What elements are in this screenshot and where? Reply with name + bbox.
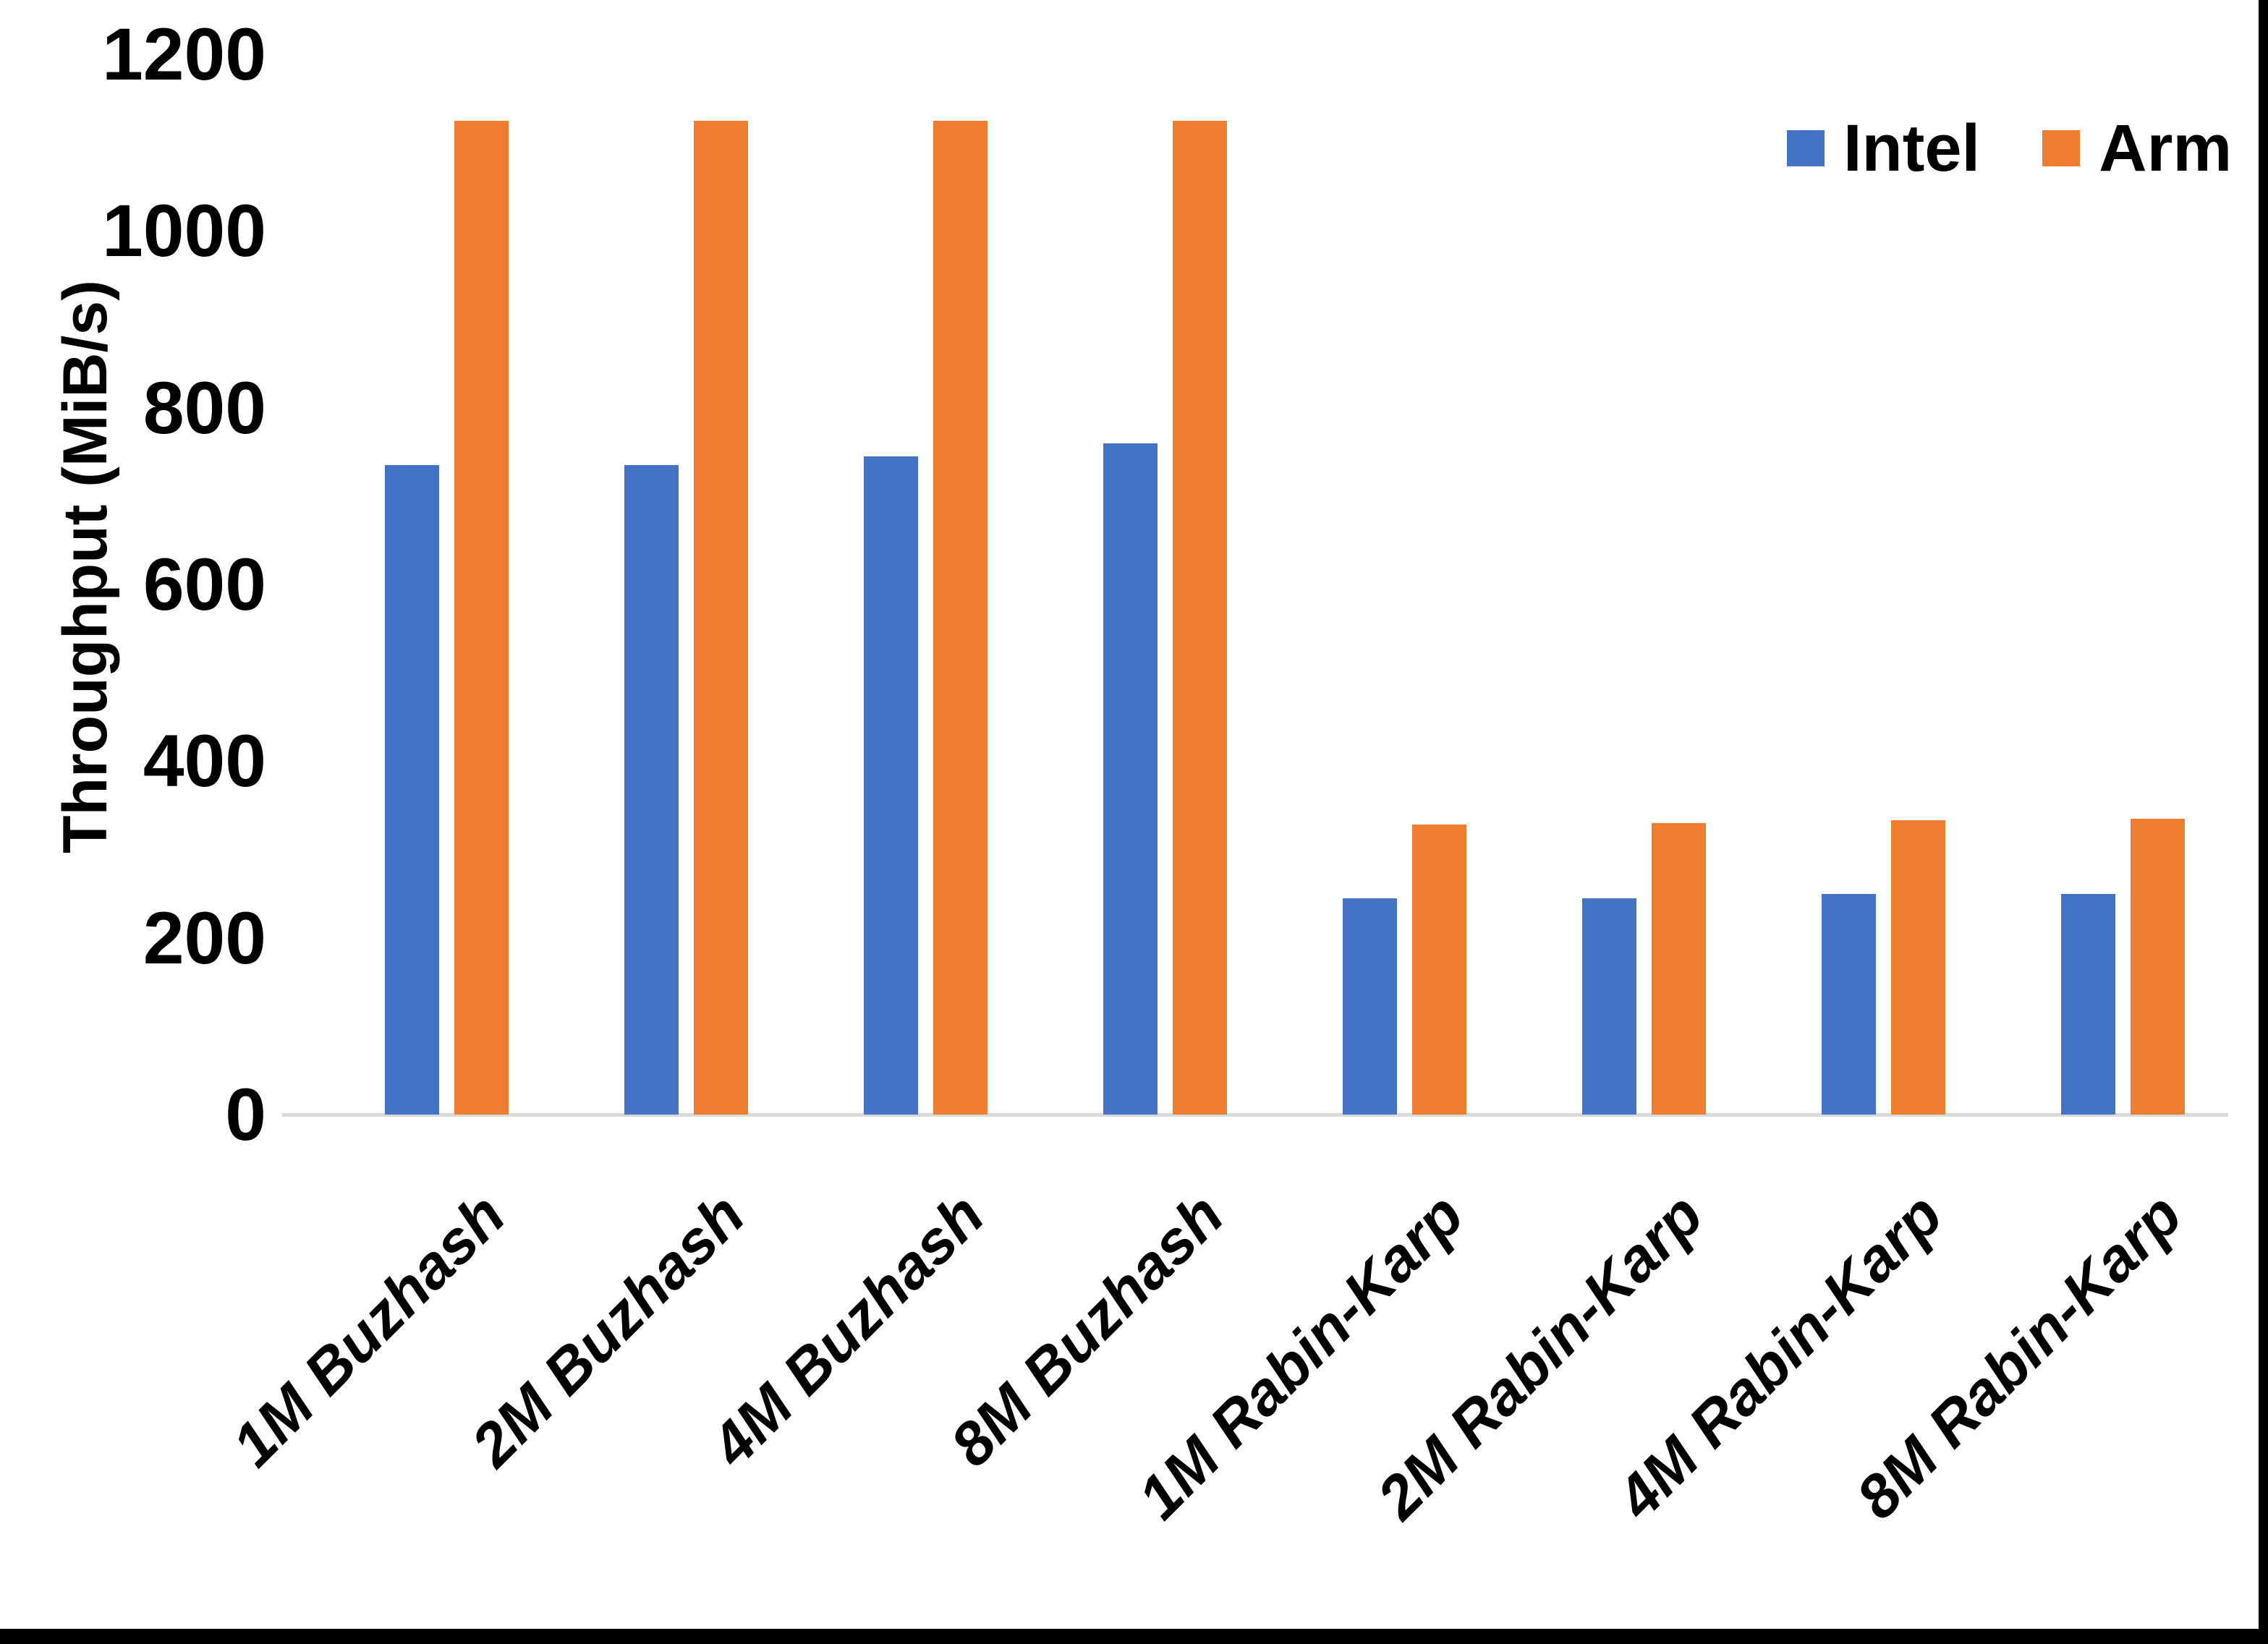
y-tick-label: 1200 — [102, 13, 266, 95]
y-tick-label: 1000 — [102, 189, 266, 273]
y-tick-label: 0 — [225, 1073, 266, 1156]
intel-bar-2m-rabin-karp — [1582, 898, 1636, 1115]
arm-bar-1m-rabin-karp — [1412, 825, 1466, 1115]
y-tick-label: 600 — [143, 543, 266, 626]
intel-bar-4m-rabin-karp — [1822, 894, 1876, 1115]
arm-bar-2m-buzhash — [694, 121, 748, 1115]
arm-bar-4m-buzhash — [933, 121, 988, 1115]
arm-bar-8m-buzhash — [1173, 121, 1227, 1115]
legend-item-intel: Intel — [1787, 112, 1980, 184]
arm-bar-1m-buzhash — [454, 121, 509, 1115]
legend: Intel Arm — [1787, 112, 2232, 184]
arm-bar-2m-rabin-karp — [1652, 823, 1706, 1115]
intel-bar-1m-rabin-karp — [1343, 898, 1397, 1115]
x-axis-line — [282, 1113, 2228, 1117]
arm-legend-swatch — [2042, 130, 2081, 166]
legend-item-arm: Arm — [2042, 112, 2232, 184]
page-frame-bottom — [0, 1629, 2268, 1644]
intel-bar-2m-buzhash — [624, 465, 679, 1115]
arm-bar-4m-rabin-karp — [1891, 820, 1945, 1115]
intel-bar-4m-buzhash — [864, 456, 918, 1115]
intel-bar-8m-rabin-karp — [2061, 894, 2115, 1115]
intel-bar-1m-buzhash — [385, 465, 439, 1115]
intel-legend-swatch — [1787, 130, 1825, 166]
page-frame-right — [2259, 0, 2268, 1644]
intel-legend-label: Intel — [1843, 111, 1981, 185]
arm-bar-8m-rabin-karp — [2131, 819, 2185, 1115]
y-tick-label: 200 — [143, 896, 266, 979]
intel-bar-8m-buzhash — [1103, 443, 1158, 1115]
y-tick-label: 400 — [143, 720, 266, 803]
arm-legend-label: Arm — [2099, 111, 2233, 185]
y-tick-label: 800 — [143, 366, 266, 449]
